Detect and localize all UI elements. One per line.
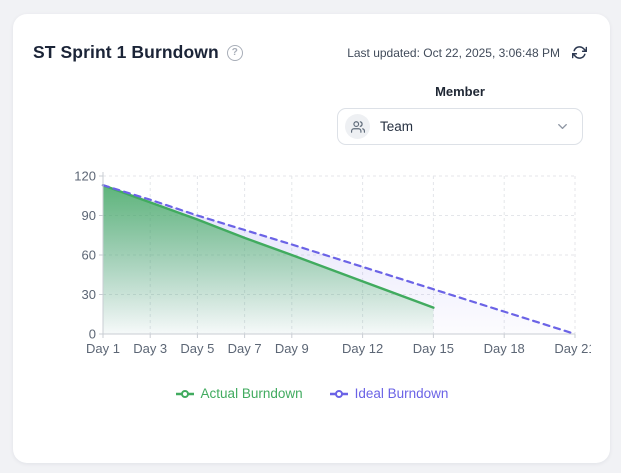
svg-text:Day 7: Day 7 [228, 341, 262, 356]
svg-text:60: 60 [82, 248, 96, 263]
legend-item-ideal[interactable]: Ideal Burndown [329, 386, 449, 401]
last-updated-text: Last updated: Oct 22, 2025, 3:06:48 PM [347, 45, 560, 60]
question-circle-icon[interactable]: ? [226, 44, 243, 61]
member-select[interactable]: Team [337, 108, 583, 145]
svg-text:0: 0 [89, 327, 96, 342]
svg-text:Day 21: Day 21 [554, 341, 591, 356]
refresh-icon [571, 45, 587, 60]
legend-item-actual[interactable]: Actual Burndown [175, 386, 303, 401]
burndown-chart[interactable]: 0 30 60 90 120 Day 1 Day 3 Day 5 Day 7 Day 9 Day 1… [69, 166, 591, 368]
svg-text:120: 120 [74, 169, 96, 184]
chart-canvas[interactable]: 0 30 60 90 120 Day 1 Day 3 Day 5 Day 7 Day 9 Day 1… [69, 166, 591, 368]
svg-text:Day 18: Day 18 [484, 341, 525, 356]
legend-marker-ideal-icon [329, 389, 348, 398]
svg-text:Day 15: Day 15 [413, 341, 454, 356]
svg-text:Day 3: Day 3 [133, 341, 167, 356]
legend-label-actual: Actual Burndown [200, 386, 303, 401]
svg-text:Day 9: Day 9 [275, 341, 309, 356]
chart-legend: Actual Burndown Ideal Burndown [13, 386, 610, 401]
team-icon [345, 114, 370, 139]
legend-marker-actual-icon [175, 389, 194, 398]
member-select-value: Team [380, 119, 414, 134]
refresh-button[interactable] [570, 44, 588, 62]
member-filter: Member Team [337, 84, 583, 145]
last-updated-wrap: Last updated: Oct 22, 2025, 3:06:48 PM [347, 44, 588, 62]
svg-text:Day 5: Day 5 [180, 341, 214, 356]
member-filter-label: Member [435, 84, 485, 99]
burndown-card: ST Sprint 1 Burndown ? Last updated: Oct… [13, 14, 610, 463]
svg-text:30: 30 [82, 287, 96, 302]
svg-text:Day 12: Day 12 [342, 341, 383, 356]
title-wrap: ST Sprint 1 Burndown ? [33, 42, 243, 63]
chevron-down-icon [555, 119, 570, 134]
legend-label-ideal: Ideal Burndown [354, 386, 449, 401]
svg-text:Day 1: Day 1 [86, 341, 120, 356]
svg-text:90: 90 [82, 208, 96, 223]
page-title: ST Sprint 1 Burndown [33, 42, 219, 62]
card-header: ST Sprint 1 Burndown ? Last updated: Oct… [33, 42, 588, 63]
